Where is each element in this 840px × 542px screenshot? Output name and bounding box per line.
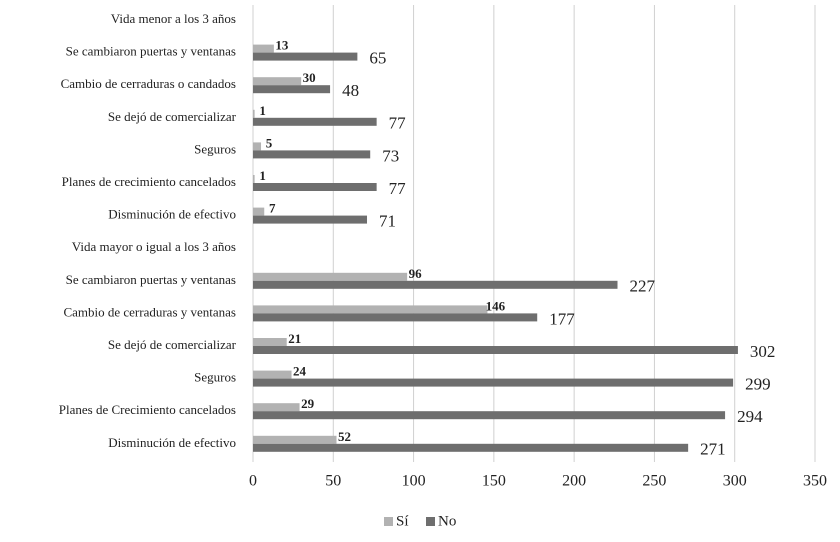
category-label: Planes de Crecimiento cancelados (59, 402, 236, 417)
category-label: Se cambiaron puertas y ventanas (66, 272, 236, 287)
value-label: 294 (737, 407, 763, 426)
legend-label: No (438, 513, 456, 529)
bar (253, 272, 408, 281)
bar (253, 280, 618, 289)
bar (253, 215, 368, 224)
value-label: 48 (342, 81, 359, 100)
category-label: Cambio de cerraduras y ventanas (63, 304, 236, 319)
value-label: 146 (486, 298, 506, 313)
value-label: 1 (259, 103, 266, 118)
value-label: 77 (389, 179, 407, 198)
value-label: 13 (275, 38, 289, 53)
bar (253, 370, 292, 379)
bar (253, 183, 377, 191)
bar (253, 150, 371, 159)
bar (253, 346, 738, 354)
bar (253, 403, 300, 412)
x-tick-label: 50 (325, 473, 341, 490)
bar (253, 378, 734, 387)
value-label: 65 (369, 49, 386, 68)
legend-label: Sí (396, 513, 409, 529)
x-tick-label: 300 (723, 473, 747, 490)
bar (253, 443, 689, 452)
category-label: Vida mayor o igual a los 3 años (72, 239, 236, 254)
value-label: 5 (266, 135, 273, 150)
bar (253, 52, 358, 61)
legend-swatch (384, 517, 393, 526)
category-label: Se dejó de comercializar (108, 109, 237, 124)
bar (253, 142, 262, 151)
value-label: 24 (293, 364, 307, 379)
value-label: 71 (379, 212, 396, 231)
value-label: 271 (700, 440, 726, 459)
x-tick-label: 200 (562, 473, 586, 490)
category-label: Disminución de efectivo (108, 207, 236, 222)
value-label: 73 (382, 146, 399, 165)
bar (253, 77, 302, 86)
bar (253, 305, 488, 314)
bar (253, 207, 265, 216)
value-label: 302 (750, 342, 776, 361)
x-tick-label: 350 (803, 473, 827, 490)
bar (253, 117, 377, 126)
bar (253, 109, 255, 118)
category-label: Disminución de efectivo (108, 435, 236, 450)
category-label: Se dejó de comercializar (108, 337, 237, 352)
bar (253, 44, 274, 53)
bar (253, 85, 331, 94)
bar (253, 435, 337, 444)
value-label: 29 (301, 396, 315, 411)
category-label: Planes de crecimiento cancelados (62, 174, 236, 189)
value-label: 77 (389, 114, 407, 133)
bar (253, 313, 538, 322)
value-label: 177 (549, 309, 575, 328)
category-label: Se cambiaron puertas y ventanas (66, 44, 236, 59)
value-label: 30 (303, 70, 316, 85)
value-label: 1 (259, 168, 266, 183)
value-label: 7 (269, 201, 276, 216)
x-tick-label: 250 (642, 473, 666, 490)
legend-swatch (426, 517, 435, 526)
bar (253, 175, 255, 183)
category-label: Seguros (194, 141, 236, 156)
category-label: Vida menor a los 3 años (111, 11, 236, 26)
value-label: 96 (409, 266, 423, 281)
bar (253, 411, 726, 420)
x-tick-label: 150 (482, 473, 506, 490)
bar (253, 338, 287, 346)
value-label: 227 (629, 277, 655, 296)
x-tick-label: 100 (402, 473, 426, 490)
value-label: 21 (288, 331, 301, 346)
category-label: Cambio de cerraduras o candados (61, 76, 236, 91)
value-label: 52 (338, 429, 351, 444)
category-label: Seguros (194, 370, 236, 385)
x-tick-label: 0 (249, 473, 257, 490)
value-label: 299 (745, 375, 771, 394)
